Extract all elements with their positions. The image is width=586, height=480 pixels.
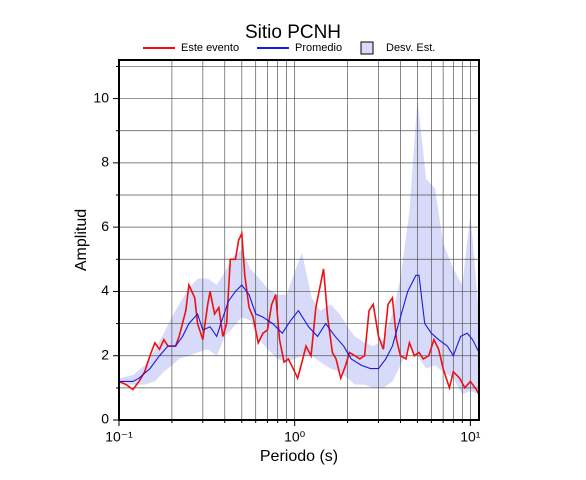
x-axis-label: Periodo (s)	[260, 448, 338, 465]
series-line	[119, 274, 480, 382]
y-tick-label: 6	[101, 218, 109, 234]
plot-frame	[118, 59, 480, 421]
legend-label: Desv. Est.	[386, 42, 435, 54]
x-tick-label: 10⁰	[284, 429, 306, 445]
y-tick-label: 0	[101, 411, 109, 427]
y-tick-label: 10	[93, 89, 109, 105]
y-tick-label: 8	[101, 154, 109, 170]
x-tick-label: 10⁻¹	[105, 429, 133, 445]
y-axis-label: Amplitud	[73, 209, 90, 271]
std-band	[119, 98, 479, 395]
legend-swatch	[360, 41, 374, 55]
series-line	[118, 230, 480, 395]
y-tick-label: 2	[101, 346, 109, 362]
y-tick-label: 4	[101, 282, 109, 298]
chart-title: Sitio PCNH	[245, 22, 341, 43]
legend-label: Este evento	[181, 42, 239, 54]
x-tick-label: 10¹	[460, 429, 481, 445]
legend-label: Promedio	[295, 42, 342, 54]
